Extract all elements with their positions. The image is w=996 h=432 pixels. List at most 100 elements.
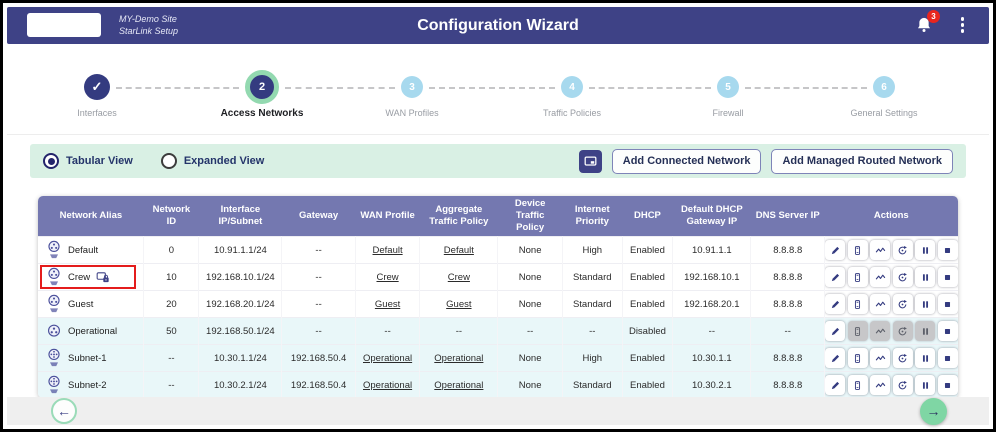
tabular-view-radio[interactable]: Tabular View [43, 153, 133, 169]
action-device-button[interactable] [847, 375, 868, 395]
action-stop-button[interactable] [937, 240, 958, 260]
action-pause-button[interactable] [915, 240, 936, 260]
action-renew-button[interactable] [892, 267, 913, 287]
action-renew-button[interactable] [892, 294, 913, 314]
display-toggle-button[interactable] [578, 149, 602, 173]
cell-dhcp: Enabled [622, 290, 674, 318]
table-row-subnet-2: Subnet-2 -- 10.30.2.1/24 192.168.50.4 Operat… [38, 371, 958, 398]
radio-unselected-icon [160, 153, 177, 169]
action-activity-button[interactable] [870, 240, 891, 260]
action-renew-button[interactable] [892, 240, 913, 260]
cell-network-id: -- [143, 344, 200, 372]
action-device-button[interactable] [847, 348, 868, 368]
cell-default-dhcp-gateway-ip: 192.168.10.1 [672, 263, 752, 291]
step-firewall-label[interactable]: Firewall [712, 108, 744, 118]
step-wan-profiles-circle[interactable]: 3 [401, 76, 423, 98]
step-connector [589, 87, 711, 89]
networks-table: Network Alias Network ID Interface IP/Subn… [38, 196, 958, 398]
action-activity-button[interactable] [870, 267, 891, 287]
aggregate-traffic-policy-link[interactable]: Operational [434, 379, 484, 391]
action-renew-button[interactable] [892, 375, 913, 395]
step-traffic-policies-circle[interactable]: 4 [561, 76, 583, 98]
action-stop-button[interactable] [937, 348, 958, 368]
action-edit-button[interactable] [825, 375, 846, 395]
column-header-device-traffic-policy: Device Traffic Policy [497, 196, 563, 237]
action-device-button[interactable] [847, 267, 868, 287]
cell-aggregate-traffic-policy: Operational [419, 371, 499, 398]
cell-device-traffic-policy: None [497, 263, 563, 291]
action-edit-button[interactable] [825, 240, 846, 260]
action-stop-button[interactable] [937, 294, 958, 314]
cell-actions [824, 236, 958, 264]
view-mode-radio-group: Tabular View Expanded View [43, 153, 264, 169]
aggregate-traffic-policy-link[interactable]: Crew [447, 271, 470, 283]
cell-gateway: 192.168.50.4 [281, 344, 356, 372]
step-access-networks-label[interactable]: Access Networks [220, 108, 304, 119]
step-interfaces-circle[interactable]: ✓ [84, 74, 110, 100]
cell-device-traffic-policy: None [497, 236, 563, 264]
cell-interface-ip-subnet: 192.168.20.1/24 [198, 290, 283, 318]
action-pause-button[interactable] [915, 294, 936, 314]
action-device-button[interactable] [847, 294, 868, 314]
step-connector [745, 87, 867, 89]
action-activity-button[interactable] [870, 348, 891, 368]
step-traffic-policies-label[interactable]: Traffic Policies [542, 108, 602, 118]
cell-interface-ip-subnet: 10.91.1.1/24 [198, 236, 283, 264]
step-general-settings-circle[interactable]: 6 [873, 76, 895, 98]
cell-internet-priority: -- [562, 317, 623, 345]
aggregate-traffic-policy-link[interactable]: Default [443, 244, 474, 256]
network-alias-label: Default [68, 244, 99, 256]
wan-profile-link[interactable]: Operational [363, 379, 413, 391]
cell-dhcp: Enabled [622, 371, 674, 398]
site-info: MY-Demo Site StarLink Setup [119, 13, 178, 37]
action-edit-button[interactable] [825, 267, 846, 287]
aggregate-traffic-policy-link[interactable]: Guest [446, 298, 472, 310]
cell-internet-priority: Standard [562, 371, 623, 398]
network-icon [46, 321, 62, 341]
wizard-stepper: ✓ Interfaces 2 Access Networks 3 WAN Profiles… [7, 44, 989, 135]
notifications-button[interactable]: 3 [913, 10, 940, 36]
action-activity-button[interactable] [870, 375, 891, 395]
step-firewall-circle[interactable]: 5 [717, 76, 739, 98]
action-stop-button[interactable] [937, 375, 958, 395]
step-connector [285, 87, 395, 89]
cell-interface-ip-subnet: 192.168.50.1/24 [198, 317, 283, 345]
cell-interface-ip-subnet: 192.168.10.1/24 [198, 263, 283, 291]
action-device-button[interactable] [847, 240, 868, 260]
cell-aggregate-traffic-policy: Default [419, 236, 499, 264]
wan-profile-link[interactable]: Operational [363, 352, 413, 364]
step-interfaces-label[interactable]: Interfaces [77, 108, 117, 118]
cell-wan-profile: Guest [355, 290, 421, 318]
cell-gateway: -- [281, 290, 356, 318]
action-edit-button[interactable] [825, 294, 846, 314]
column-header-aggregate-traffic-policy: Aggregate Traffic Policy [419, 196, 498, 237]
action-stop-button[interactable] [937, 267, 958, 287]
add-connected-network-button[interactable]: Add Connected Network [611, 148, 762, 174]
action-renew-button[interactable] [892, 348, 913, 368]
wan-profile-link[interactable]: Guest [374, 298, 401, 310]
next-button[interactable]: → [920, 397, 947, 425]
action-edit-button[interactable] [825, 321, 846, 341]
action-pause-button[interactable] [915, 348, 936, 368]
more-menu-button[interactable] [960, 16, 966, 34]
cell-actions [824, 317, 958, 345]
network-alias-label: Crew [68, 271, 91, 283]
aggregate-traffic-policy-link[interactable]: Operational [434, 352, 484, 364]
step-wan-profiles-label[interactable]: WAN Profiles [385, 108, 439, 118]
action-activity-button[interactable] [870, 294, 891, 314]
expanded-view-radio[interactable]: Expanded View [160, 153, 264, 169]
notification-badge: 3 [927, 10, 940, 23]
action-edit-button[interactable] [825, 348, 846, 368]
action-pause-button[interactable] [915, 375, 936, 395]
cell-interface-ip-subnet: 10.30.1.1/24 [198, 344, 283, 372]
back-button[interactable]: ← [51, 398, 77, 424]
step-general-settings-label[interactable]: General Settings [850, 108, 918, 118]
action-stop-button[interactable] [937, 321, 958, 341]
add-managed-routed-network-button[interactable]: Add Managed Routed Network [771, 148, 953, 174]
wan-profile-link[interactable]: Crew [376, 271, 399, 283]
cell-network-alias: Guest [38, 290, 145, 318]
action-pause-button[interactable] [915, 267, 936, 287]
step-access-networks-circle[interactable]: 2 [245, 70, 279, 104]
subnet-hand-icon [46, 348, 62, 368]
wan-profile-link[interactable]: Default [372, 244, 403, 256]
